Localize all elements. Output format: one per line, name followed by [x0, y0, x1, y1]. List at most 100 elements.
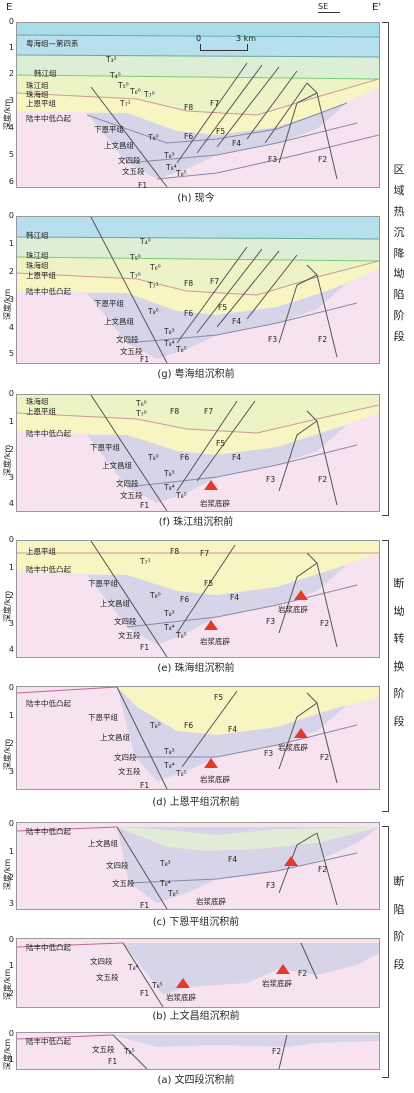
horizon-label: T₈⁵ [176, 769, 187, 778]
fault-label: F2 [318, 475, 328, 484]
tick-f-3: 3 [8, 473, 14, 482]
diapir-arrow-icon [294, 728, 308, 738]
horizon-label: T₇⁰ [136, 409, 147, 418]
tick-d-2: 2 [8, 739, 14, 748]
fault-label: F7 [210, 277, 220, 286]
fault-label: F5 [204, 579, 214, 588]
stage-label-3: 断陷阶 段 [393, 875, 405, 971]
tick-e-3: 3 [8, 619, 14, 628]
unit-label: 韩江组 [34, 69, 57, 78]
fault-label: F1 [140, 501, 150, 510]
horizon-label: T₈⁵ [124, 1047, 135, 1056]
unit-label: 陆丰中低凸起 [26, 1037, 71, 1046]
panel-h [16, 22, 380, 188]
horizon-label: T₆⁰ [130, 87, 141, 96]
fault-label: F3 [268, 335, 278, 344]
unit-label: 文五段 [96, 973, 119, 982]
horizon-label: T₈⁵ [168, 889, 179, 898]
unit-label: 文五段 [120, 491, 143, 500]
panel-f [16, 394, 380, 512]
fault-label: F2 [318, 335, 328, 344]
tick-b-0: 0 [8, 935, 14, 944]
unit-label: 陆丰中低凸起 [26, 429, 71, 438]
stage-label-1: 区域热 沉降坳 陷阶段 [393, 163, 405, 344]
panel-caption-b: (b) 上文昌组沉积前 [152, 1011, 240, 1022]
horizon-label: T₈³ [164, 609, 175, 618]
horizon-label: T₈³ [160, 859, 171, 868]
unit-label: 上恩平组 [26, 547, 56, 556]
horizon-label: T₈⁴ [164, 483, 175, 492]
panel-caption-h: (h) 现今 [177, 193, 215, 204]
panel-g [16, 216, 380, 364]
section-start-label: E [6, 2, 13, 13]
tick-c-2: 2 [8, 873, 14, 882]
unit-label: 珠海组 [26, 397, 49, 406]
tick-h-3: 3 [8, 96, 14, 105]
stage-bracket-3 [382, 826, 389, 1078]
diapir-arrow-icon [204, 480, 218, 490]
fault-label: F5 [214, 693, 224, 702]
tick-h-4: 4 [8, 123, 14, 132]
unit-label: 文五段 [112, 879, 135, 888]
horizon-label: T₈⁴ [160, 879, 171, 888]
tick-g-5: 5 [8, 349, 14, 358]
diapir-arrow-icon [284, 856, 298, 866]
unit-label: 珠江组 [26, 251, 49, 260]
diapir-arrow-icon [204, 758, 218, 768]
tick-f-4: 4 [8, 499, 14, 508]
unit-label: 下恩平组 [88, 713, 118, 722]
horizon-label: T₈⁴ [164, 339, 175, 348]
fault-label: F5 [216, 127, 226, 136]
tick-h-6: 6 [8, 177, 14, 186]
unit-label: 文五段 [118, 767, 141, 776]
tick-c-3: 3 [8, 899, 14, 908]
horizon-label: T₃² [106, 55, 117, 64]
unit-label: 陆丰中低凸起 [26, 114, 71, 123]
panel-e [16, 540, 380, 658]
unit-label: 陆丰中低凸起 [26, 827, 71, 836]
diapir-label: 岩浆底辟 [278, 743, 308, 752]
fault-label: F2 [318, 155, 328, 164]
tick-g-0: 0 [8, 211, 14, 220]
fault-label: F4 [228, 725, 238, 734]
unit-label: 上恩平组 [26, 99, 56, 108]
unit-label: 陆丰中低凸起 [26, 699, 71, 708]
horizon-label: T₆⁰ [150, 263, 161, 272]
scale-bar [200, 44, 248, 51]
horizon-label: T₅⁰ [118, 81, 129, 90]
unit-label: 下恩平组 [88, 579, 118, 588]
fault-label: F2 [320, 619, 330, 628]
horizon-label: T₈⁴ [164, 623, 175, 632]
horizon-label: T₈³ [164, 747, 175, 756]
fault-label: F8 [184, 279, 194, 288]
unit-label: 上文昌组 [100, 733, 130, 742]
tick-h-0: 0 [8, 17, 14, 26]
panel-d [16, 686, 380, 790]
diapir-label: 岩浆底辟 [200, 775, 230, 784]
horizon-label: T₈⁰ [150, 591, 161, 600]
horizon-label: T₈⁰ [150, 721, 161, 730]
fault-label: F3 [268, 155, 278, 164]
fault-label: F4 [232, 317, 242, 326]
fault-label: F3 [264, 749, 274, 758]
orientation-label: SE [318, 2, 329, 11]
horizon-label: T₈⁵ [176, 631, 187, 640]
horizon-label: T₈³ [164, 151, 175, 160]
tick-h-5: 5 [8, 150, 14, 159]
orientation-arrow-icon [318, 12, 340, 13]
panel-caption-c: (c) 下恩平组沉积前 [152, 917, 240, 928]
tick-c-1: 1 [8, 847, 14, 856]
tick-g-1: 1 [8, 239, 14, 248]
tick-d-1: 1 [8, 711, 14, 720]
fault-label: F6 [184, 721, 194, 730]
fault-label: F7 [204, 407, 214, 416]
tick-d-0: 0 [8, 683, 14, 692]
section-end-label: E' [372, 2, 382, 13]
stage-bracket-2 [382, 540, 389, 812]
diapir-arrow-icon [176, 978, 190, 988]
fault-label: F8 [170, 547, 180, 556]
fault-label: F2 [298, 969, 308, 978]
unit-label: 陆丰中低凸起 [26, 943, 71, 952]
diapir-arrow-icon [294, 590, 308, 600]
horizon-label: T₇¹ [120, 99, 131, 108]
